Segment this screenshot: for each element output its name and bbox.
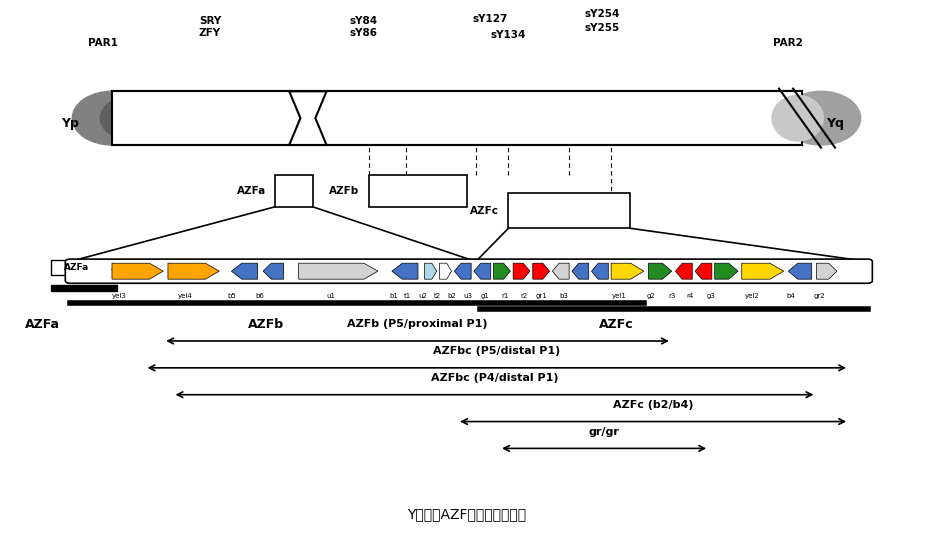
Text: AZFa: AZFa <box>237 186 266 195</box>
FancyBboxPatch shape <box>275 175 313 207</box>
Polygon shape <box>513 263 530 279</box>
Ellipse shape <box>101 96 171 141</box>
Text: SRY
ZFY: SRY ZFY <box>199 16 221 38</box>
Polygon shape <box>572 263 589 279</box>
Text: gr/gr: gr/gr <box>589 426 620 437</box>
Text: u1: u1 <box>327 293 336 299</box>
Text: r2: r2 <box>521 293 528 299</box>
Polygon shape <box>112 263 163 279</box>
Text: gr2: gr2 <box>814 293 825 299</box>
Polygon shape <box>494 263 510 279</box>
Text: t1: t1 <box>404 293 411 299</box>
Text: sY255: sY255 <box>584 23 620 33</box>
Text: g2: g2 <box>647 293 656 299</box>
Text: sY84
sY86: sY84 sY86 <box>350 16 378 38</box>
Text: PAR1: PAR1 <box>88 38 118 48</box>
FancyBboxPatch shape <box>112 91 802 145</box>
Polygon shape <box>788 263 812 279</box>
Polygon shape <box>425 263 437 279</box>
Text: b3: b3 <box>559 293 568 299</box>
Text: Yp: Yp <box>61 117 79 130</box>
Text: g1: g1 <box>480 293 490 299</box>
Text: yel1: yel1 <box>612 293 627 299</box>
Polygon shape <box>533 263 550 279</box>
Text: r3: r3 <box>668 293 675 299</box>
FancyBboxPatch shape <box>51 260 103 275</box>
Text: AZFb (P5/proximal P1): AZFb (P5/proximal P1) <box>347 319 488 329</box>
Text: AZFb: AZFb <box>329 186 359 195</box>
Text: AZFa: AZFa <box>63 263 90 272</box>
Polygon shape <box>263 263 284 279</box>
Text: Y染色体AZF区域结构示意图: Y染色体AZF区域结构示意图 <box>407 507 526 521</box>
Ellipse shape <box>781 91 860 145</box>
Text: AZFb: AZFb <box>248 318 284 331</box>
Text: yel2: yel2 <box>745 293 759 299</box>
Polygon shape <box>816 263 837 279</box>
Text: yel3: yel3 <box>112 293 127 299</box>
Text: b2: b2 <box>447 293 456 299</box>
Ellipse shape <box>72 91 151 145</box>
Text: AZFbc (P4/distal P1): AZFbc (P4/distal P1) <box>431 373 558 383</box>
Polygon shape <box>675 263 692 279</box>
Polygon shape <box>474 263 491 279</box>
Text: b5: b5 <box>227 293 236 299</box>
Ellipse shape <box>773 96 824 141</box>
Polygon shape <box>611 263 644 279</box>
Polygon shape <box>289 91 327 145</box>
Text: u3: u3 <box>464 293 473 299</box>
Text: AZFc: AZFc <box>470 206 499 216</box>
Text: b4: b4 <box>787 293 796 299</box>
Polygon shape <box>695 263 712 279</box>
Text: AZFc (b2/b4): AZFc (b2/b4) <box>613 400 693 410</box>
Text: AZFc: AZFc <box>598 318 634 331</box>
Polygon shape <box>742 263 784 279</box>
Text: g3: g3 <box>706 293 716 299</box>
Text: ...: ... <box>110 263 121 272</box>
FancyBboxPatch shape <box>65 259 872 284</box>
FancyBboxPatch shape <box>369 175 466 207</box>
FancyBboxPatch shape <box>51 285 117 291</box>
Text: sY127: sY127 <box>472 14 508 24</box>
Polygon shape <box>552 263 569 279</box>
Text: r4: r4 <box>687 293 694 299</box>
Polygon shape <box>454 263 471 279</box>
Text: AZFa: AZFa <box>24 318 60 331</box>
Polygon shape <box>392 263 418 279</box>
Text: PAR2: PAR2 <box>773 38 803 48</box>
Text: b1: b1 <box>389 293 398 299</box>
Polygon shape <box>231 263 258 279</box>
Polygon shape <box>648 263 672 279</box>
Text: yel4: yel4 <box>177 293 192 299</box>
Polygon shape <box>168 263 219 279</box>
Polygon shape <box>439 263 452 279</box>
Text: Yq: Yq <box>826 117 844 130</box>
Text: gr1: gr1 <box>536 293 547 299</box>
Text: r1: r1 <box>501 293 508 299</box>
Text: b6: b6 <box>255 293 264 299</box>
Polygon shape <box>592 263 608 279</box>
FancyBboxPatch shape <box>508 193 630 228</box>
Text: sY254: sY254 <box>584 9 620 19</box>
Text: u2: u2 <box>418 293 427 299</box>
Polygon shape <box>299 263 378 279</box>
Text: AZFbc (P5/distal P1): AZFbc (P5/distal P1) <box>433 346 561 356</box>
Text: t2: t2 <box>434 293 441 299</box>
Text: sY134: sY134 <box>491 30 526 40</box>
Polygon shape <box>715 263 738 279</box>
